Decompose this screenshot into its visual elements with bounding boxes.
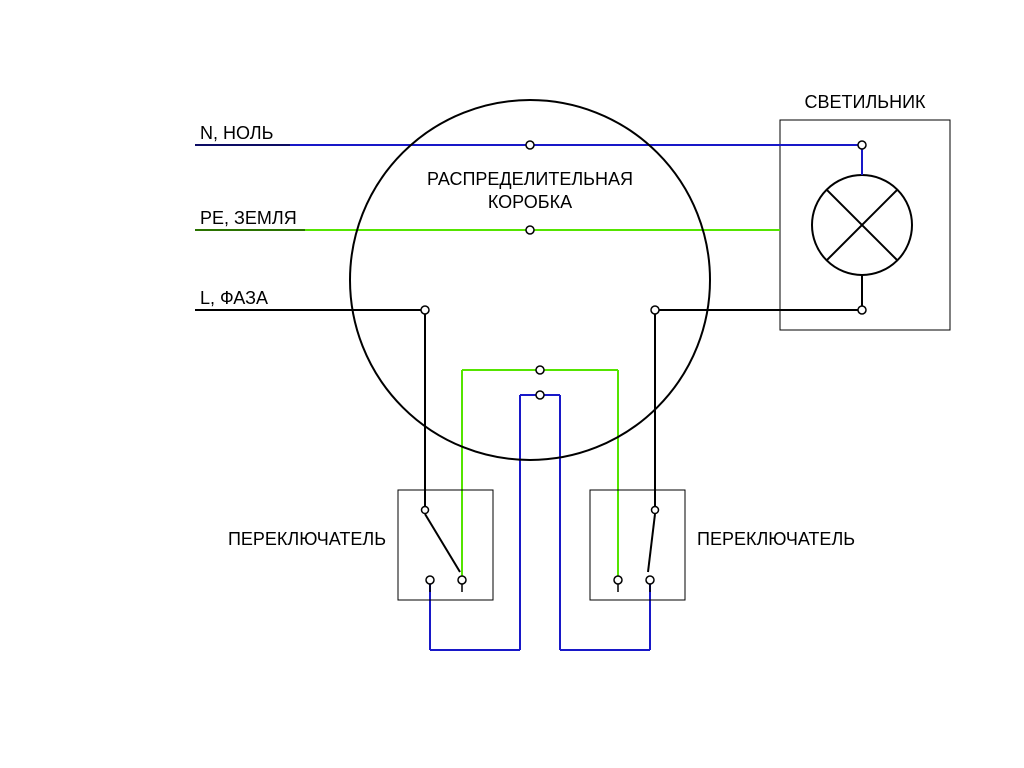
label-lamp: СВЕТИЛЬНИК	[805, 92, 927, 112]
node	[421, 306, 429, 314]
label-switch-left: ПЕРЕКЛЮЧАТЕЛЬ	[228, 529, 386, 549]
node	[858, 141, 866, 149]
lamp-enclosure	[780, 120, 950, 330]
label-box-line1: РАСПРЕДЕЛИТЕЛЬНАЯ	[427, 169, 633, 189]
label-box-line2: КОРОБКА	[488, 192, 572, 212]
node	[426, 576, 434, 584]
label-earth: PE, ЗЕМЛЯ	[200, 208, 297, 228]
label-phase: L, ФАЗА	[200, 288, 268, 308]
node	[651, 306, 659, 314]
node	[526, 141, 534, 149]
label-neutral: N, НОЛЬ	[200, 123, 273, 143]
label-switch-right: ПЕРЕКЛЮЧАТЕЛЬ	[697, 529, 855, 549]
node	[536, 366, 544, 374]
node	[536, 391, 544, 399]
node	[458, 576, 466, 584]
wiring-diagram: СВЕТИЛЬНИК РАСПРЕДЕЛИТЕЛЬНАЯ КОРОБКА N, …	[0, 0, 1024, 768]
switch-right	[590, 490, 685, 600]
switch-left	[398, 490, 493, 600]
node	[526, 226, 534, 234]
node	[646, 576, 654, 584]
node	[614, 576, 622, 584]
node	[858, 306, 866, 314]
